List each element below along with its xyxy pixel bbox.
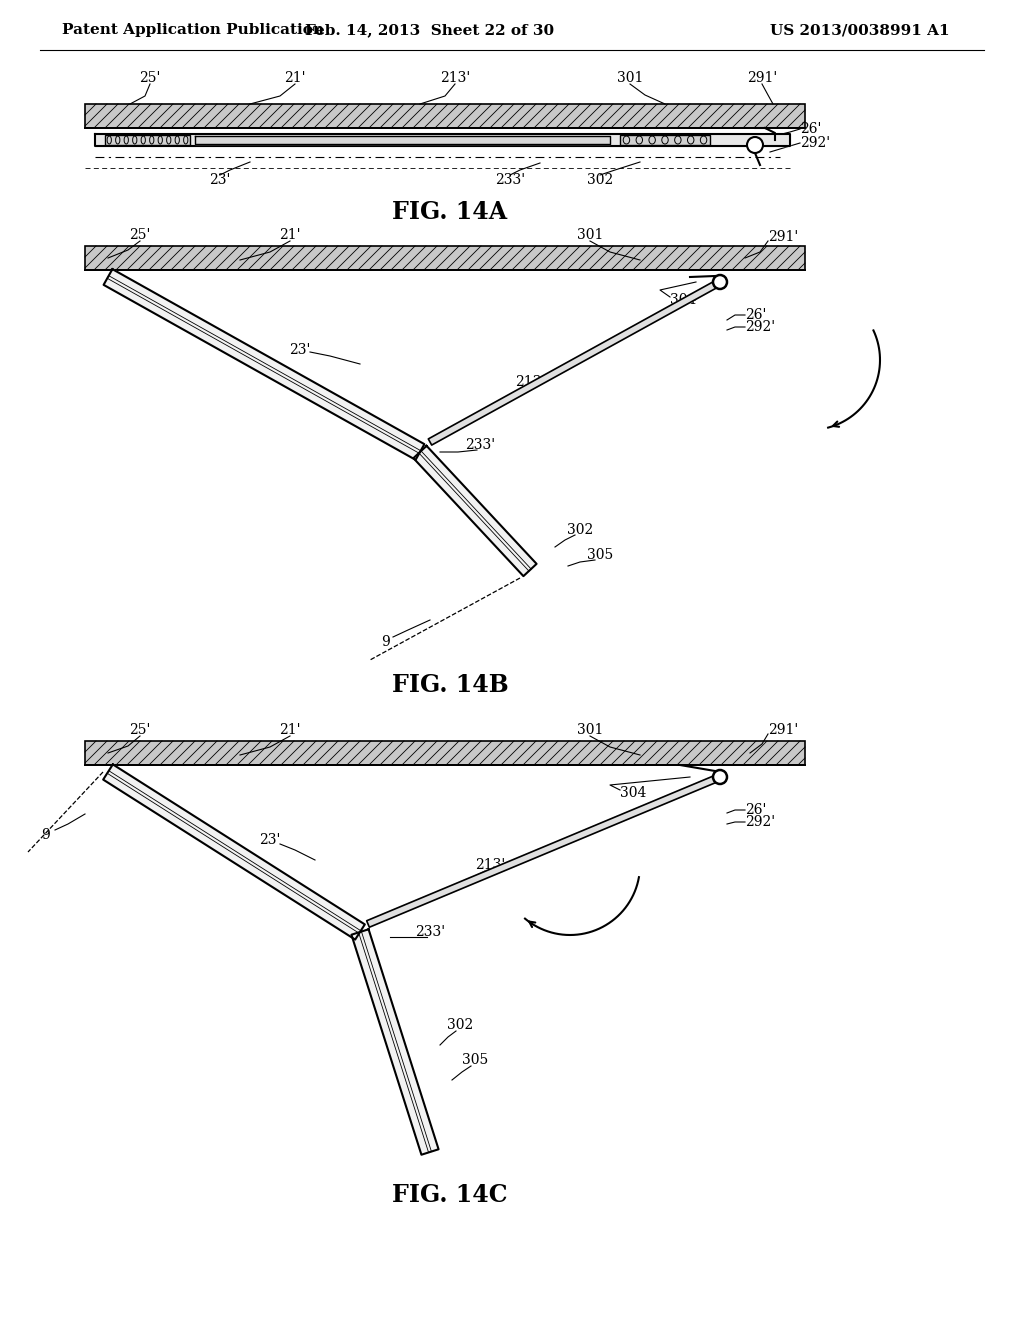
Text: 305: 305 xyxy=(462,1053,488,1067)
Text: US 2013/0038991 A1: US 2013/0038991 A1 xyxy=(770,22,950,37)
Text: 23': 23' xyxy=(290,343,310,356)
Text: 302: 302 xyxy=(446,1018,473,1032)
Text: 21': 21' xyxy=(280,228,301,242)
Text: 26': 26' xyxy=(800,121,821,136)
Text: Patent Application Publication: Patent Application Publication xyxy=(62,22,324,37)
Text: 302: 302 xyxy=(587,173,613,187)
Text: 25': 25' xyxy=(129,228,151,242)
Text: 23': 23' xyxy=(209,173,230,187)
Text: 213': 213' xyxy=(515,375,545,389)
Text: 292': 292' xyxy=(745,814,775,829)
Text: FIG. 14A: FIG. 14A xyxy=(392,201,508,224)
Circle shape xyxy=(713,275,727,289)
Bar xyxy=(85,104,805,128)
Text: 233': 233' xyxy=(465,438,495,451)
Text: 213': 213' xyxy=(440,71,470,84)
Text: 9: 9 xyxy=(381,635,389,649)
Text: 26': 26' xyxy=(745,308,766,322)
Text: FIG. 14C: FIG. 14C xyxy=(392,1183,508,1206)
Text: 301: 301 xyxy=(577,723,603,737)
Polygon shape xyxy=(103,764,365,940)
Bar xyxy=(85,246,805,271)
Text: 292': 292' xyxy=(800,136,830,150)
Text: 301: 301 xyxy=(616,71,643,84)
Polygon shape xyxy=(95,135,790,147)
Polygon shape xyxy=(367,774,721,927)
Circle shape xyxy=(713,770,727,784)
Text: 25': 25' xyxy=(129,723,151,737)
Polygon shape xyxy=(351,929,438,1155)
Text: 302: 302 xyxy=(567,523,593,537)
Polygon shape xyxy=(414,446,537,576)
Text: 304: 304 xyxy=(620,785,646,800)
Text: 25': 25' xyxy=(139,71,161,84)
Text: Feb. 14, 2013  Sheet 22 of 30: Feb. 14, 2013 Sheet 22 of 30 xyxy=(305,22,555,37)
Text: FIG. 14B: FIG. 14B xyxy=(392,673,508,697)
Text: 21': 21' xyxy=(280,723,301,737)
Text: 291': 291' xyxy=(746,71,777,84)
Text: 213': 213' xyxy=(475,858,505,873)
Text: 291': 291' xyxy=(768,230,799,244)
Bar xyxy=(105,135,190,145)
Polygon shape xyxy=(195,136,610,144)
Text: 233': 233' xyxy=(495,173,525,187)
Bar xyxy=(620,135,710,145)
Text: 21': 21' xyxy=(285,71,306,84)
Circle shape xyxy=(746,137,763,153)
Polygon shape xyxy=(103,269,424,459)
Text: 305: 305 xyxy=(587,548,613,562)
Text: 301: 301 xyxy=(577,228,603,242)
Text: 9: 9 xyxy=(41,828,49,842)
Text: 233': 233' xyxy=(415,925,445,939)
Text: 292': 292' xyxy=(745,319,775,334)
Polygon shape xyxy=(428,279,722,445)
Bar xyxy=(85,741,805,766)
Text: 26': 26' xyxy=(745,803,766,817)
Text: 304: 304 xyxy=(670,293,696,308)
Text: 291': 291' xyxy=(768,723,799,737)
Text: 23': 23' xyxy=(259,833,281,847)
